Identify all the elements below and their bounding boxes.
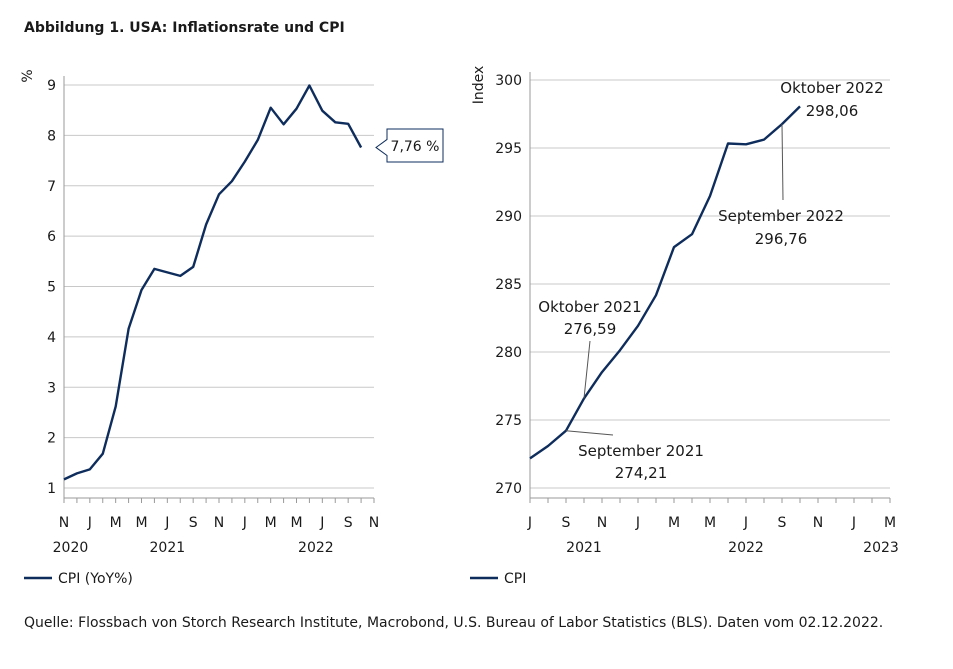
series-line-0-0 xyxy=(63,84,363,481)
y-tick-label-1-285: 285 xyxy=(495,277,522,293)
x-tick-label-0-18: M xyxy=(290,515,302,531)
year-label-1-2022: 2022 xyxy=(728,540,764,556)
year-label-0-2022: 2022 xyxy=(298,540,334,556)
year-label-1-2023: 2023 xyxy=(863,540,899,556)
annotation-value-sep21: 274,21 xyxy=(615,464,668,482)
x-tick-label-0-24: N xyxy=(369,515,379,531)
x-tick-label-1-0: J xyxy=(527,515,532,531)
legend-label-0: CPI (YoY%) xyxy=(58,571,133,587)
annotation-title-sep22: September 2022 xyxy=(718,207,844,225)
x-tick-label-1-18: J xyxy=(851,515,856,531)
y-axis-label-1: Index xyxy=(471,66,487,105)
x-tick-label-1-2: S xyxy=(562,515,571,531)
last-value-callout-box xyxy=(375,128,444,163)
x-tick-label-0-8: J xyxy=(164,515,169,531)
annotation-leader-sep21 xyxy=(565,430,614,436)
x-tick-label-1-8: M xyxy=(668,515,680,531)
y-tick-label-1-290: 290 xyxy=(495,209,522,225)
x-tick-label-1-20: M xyxy=(884,515,896,531)
y-tick-label-0-6: 6 xyxy=(47,229,56,245)
year-label-0-2020: 2020 xyxy=(53,540,89,556)
last-value-callout-text: 7,76 % xyxy=(391,139,440,155)
y-tick-label-0-7: 7 xyxy=(47,179,56,195)
annotation-title-oct22: Oktober 2022 xyxy=(780,79,883,97)
source-note: Quelle: Flossbach von Storch Research In… xyxy=(24,615,884,631)
x-tick-label-0-6: M xyxy=(135,515,147,531)
x-tick-label-0-14: J xyxy=(242,515,247,531)
y-tick-label-0-1: 1 xyxy=(47,481,56,497)
x-tick-label-0-2: J xyxy=(87,515,92,531)
x-tick-label-0-16: M xyxy=(265,515,277,531)
y-tick-label-0-2: 2 xyxy=(47,431,56,447)
annotation-leader-sep22 xyxy=(781,124,784,201)
annotation-leader-oct21 xyxy=(583,340,591,399)
x-tick-label-1-14: S xyxy=(778,515,787,531)
y-tick-label-1-280: 280 xyxy=(495,345,522,361)
x-tick-label-0-22: S xyxy=(344,515,353,531)
annotation-value-oct22: 298,06 xyxy=(806,102,859,120)
annotation-value-sep22: 296,76 xyxy=(755,230,808,248)
year-label-0-2021: 2021 xyxy=(150,540,186,556)
x-tick-label-1-16: N xyxy=(813,515,823,531)
x-tick-label-0-10: S xyxy=(189,515,198,531)
annotation-value-oct21: 276,59 xyxy=(564,320,617,338)
annotation-title-oct21: Oktober 2021 xyxy=(538,298,641,316)
year-label-1-2021: 2021 xyxy=(566,540,602,556)
x-tick-label-0-20: J xyxy=(319,515,324,531)
y-tick-label-0-9: 9 xyxy=(47,78,56,94)
x-tick-label-0-12: N xyxy=(214,515,224,531)
x-tick-label-1-4: N xyxy=(597,515,607,531)
x-tick-label-0-4: M xyxy=(110,515,122,531)
y-tick-label-0-3: 3 xyxy=(47,380,56,396)
series-line-1-0 xyxy=(529,105,801,460)
x-tick-label-1-10: M xyxy=(704,515,716,531)
y-tick-label-1-300: 300 xyxy=(495,73,522,89)
y-axis-label-0: % xyxy=(20,69,36,82)
y-tick-label-1-295: 295 xyxy=(495,141,522,157)
annotation-title-sep21: September 2021 xyxy=(578,442,704,460)
y-tick-label-0-5: 5 xyxy=(47,280,56,296)
x-tick-label-0-0: N xyxy=(59,515,69,531)
x-tick-label-1-6: J xyxy=(635,515,640,531)
y-tick-label-0-8: 8 xyxy=(47,128,56,144)
x-tick-label-1-12: J xyxy=(743,515,748,531)
figure-title: Abbildung 1. USA: Inflationsrate und CPI xyxy=(24,20,345,36)
legend-label-1: CPI xyxy=(504,571,526,587)
y-tick-label-1-275: 275 xyxy=(495,413,522,429)
y-tick-label-1-270: 270 xyxy=(495,481,522,497)
y-tick-label-0-4: 4 xyxy=(47,330,56,346)
